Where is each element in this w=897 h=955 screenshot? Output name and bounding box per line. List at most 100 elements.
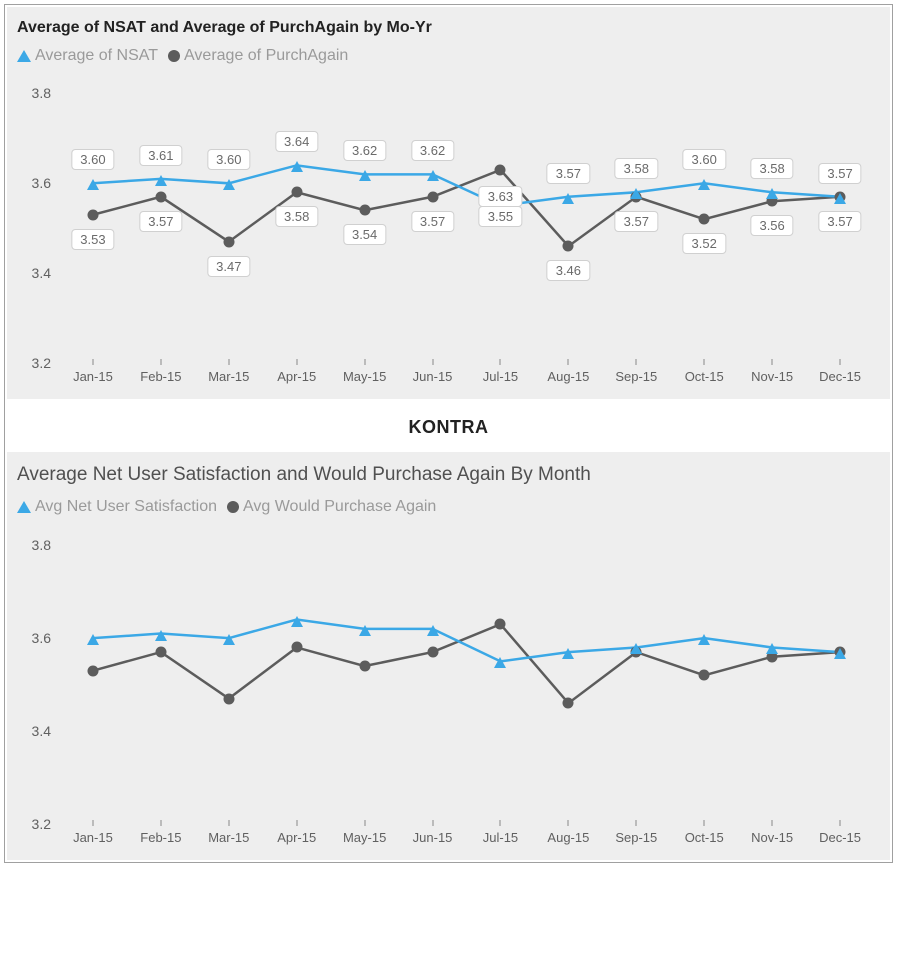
data-label-b: 3.57 [615, 211, 658, 232]
data-label-a: 3.58 [615, 158, 658, 179]
data-label-b: 3.54 [343, 224, 386, 245]
data-label-a: 3.60 [207, 149, 250, 170]
data-point-circle [563, 698, 574, 709]
data-point-triangle [630, 643, 642, 654]
data-label-b: 3.46 [547, 260, 590, 281]
data-label-b: 3.57 [139, 211, 182, 232]
legend-label-purchagain: Average of PurchAgain [184, 47, 348, 65]
x-axis-label: Oct-15 [685, 830, 724, 845]
x-axis-label: Dec-15 [819, 830, 861, 845]
data-label-a: 3.60 [683, 149, 726, 170]
data-point-circle [291, 642, 302, 653]
x-axis-label: Jan-15 [73, 369, 113, 384]
x-axis-label: Sep-15 [615, 369, 657, 384]
data-point-triangle [87, 634, 99, 645]
data-label-b: 3.47 [207, 256, 250, 277]
y-axis-label: 3.8 [32, 537, 51, 553]
x-axis-label: Dec-15 [819, 369, 861, 384]
chart-panel-top: Average of NSAT and Average of PurchAgai… [7, 7, 890, 399]
legend-item-purchagain: Average of PurchAgain [168, 47, 348, 65]
y-axis-label: 3.6 [32, 630, 51, 646]
x-axis-label: Aug-15 [547, 830, 589, 845]
x-axis-label: Feb-15 [140, 830, 181, 845]
x-axis-label: Jul-15 [483, 830, 518, 845]
x-axis-label: Nov-15 [751, 369, 793, 384]
legend-item-avg-nsat: Avg Net User Satisfaction [17, 498, 217, 516]
x-axis-label: Feb-15 [140, 369, 181, 384]
chart-title-top: Average of NSAT and Average of PurchAgai… [17, 19, 880, 37]
data-point-circle [495, 164, 506, 175]
data-point-triangle [155, 630, 167, 641]
x-axis-label: Jun-15 [413, 830, 453, 845]
y-axis-label: 3.2 [32, 355, 51, 371]
data-point-triangle [698, 634, 710, 645]
x-axis-label: Apr-15 [277, 369, 316, 384]
legend-label-avg-purch: Avg Would Purchase Again [243, 498, 436, 516]
data-point-triangle [359, 625, 371, 636]
chart-title-bottom: Average Net User Satisfaction and Would … [17, 464, 880, 486]
y-axis-label: 3.2 [32, 816, 51, 832]
data-point-circle [155, 191, 166, 202]
data-point-triangle [223, 179, 235, 190]
circle-icon [168, 50, 180, 62]
triangle-icon [17, 50, 31, 62]
x-axis-label: Mar-15 [208, 830, 249, 845]
x-axis-label: Jul-15 [483, 369, 518, 384]
data-label-a: 3.61 [139, 145, 182, 166]
comparison-frame: Average of NSAT and Average of PurchAgai… [4, 4, 893, 863]
data-point-triangle [834, 648, 846, 659]
legend-top: Average of NSAT Average of PurchAgain [17, 47, 880, 65]
data-point-circle [699, 214, 710, 225]
y-axis-label: 3.4 [32, 265, 51, 281]
data-point-circle [223, 693, 234, 704]
data-label-a: 3.62 [343, 140, 386, 161]
data-point-triangle [87, 179, 99, 190]
x-axis-label: Sep-15 [615, 830, 657, 845]
data-label-a: 3.55 [479, 206, 522, 227]
data-point-circle [87, 209, 98, 220]
y-axis-label: 3.6 [32, 175, 51, 191]
data-point-circle [359, 661, 370, 672]
legend-label-nsat: Average of NSAT [35, 47, 158, 65]
x-axis-label: Jun-15 [413, 369, 453, 384]
data-label-a: 3.60 [71, 149, 114, 170]
data-label-b: 3.58 [275, 206, 318, 227]
divider-text: KONTRA [7, 399, 890, 452]
data-point-triangle [291, 161, 303, 172]
legend-item-nsat: Average of NSAT [17, 47, 158, 65]
chart-panel-bottom: Average Net User Satisfaction and Would … [7, 452, 890, 860]
legend-item-avg-purch: Avg Would Purchase Again [227, 498, 436, 516]
data-point-triangle [766, 643, 778, 654]
data-point-triangle [562, 648, 574, 659]
data-point-triangle [359, 170, 371, 181]
y-axis-label: 3.8 [32, 85, 51, 101]
legend-label-avg-nsat: Avg Net User Satisfaction [35, 498, 217, 516]
data-point-circle [155, 647, 166, 658]
data-label-a: 3.57 [818, 163, 861, 184]
data-point-circle [427, 191, 438, 202]
y-axis-label: 3.4 [32, 723, 51, 739]
x-axis-label: Jan-15 [73, 830, 113, 845]
data-label-a: 3.58 [750, 158, 793, 179]
x-axis-label: Apr-15 [277, 830, 316, 845]
x-axis-label: Mar-15 [208, 369, 249, 384]
data-point-circle [87, 665, 98, 676]
data-point-circle [495, 619, 506, 630]
data-point-triangle [698, 179, 710, 190]
x-axis-label: Nov-15 [751, 830, 793, 845]
data-point-triangle [291, 616, 303, 627]
data-label-a: 3.62 [411, 140, 454, 161]
triangle-icon [17, 501, 31, 513]
data-point-circle [427, 647, 438, 658]
legend-bottom: Avg Net User Satisfaction Avg Would Purc… [17, 498, 880, 516]
data-point-triangle [494, 657, 506, 668]
x-axis-label: Oct-15 [685, 369, 724, 384]
data-point-triangle [427, 625, 439, 636]
data-label-a: 3.64 [275, 131, 318, 152]
data-label-b: 3.56 [750, 215, 793, 236]
data-point-triangle [630, 188, 642, 199]
data-point-circle [359, 205, 370, 216]
data-point-triangle [155, 175, 167, 186]
circle-icon [227, 501, 239, 513]
data-point-triangle [223, 634, 235, 645]
